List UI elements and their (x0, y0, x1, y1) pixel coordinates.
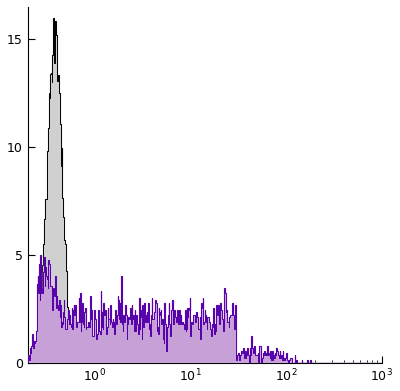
Polygon shape (28, 18, 382, 362)
Polygon shape (28, 255, 382, 362)
